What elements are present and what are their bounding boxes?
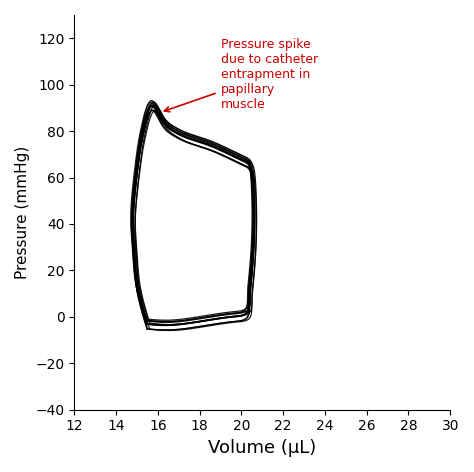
Y-axis label: Pressure (mmHg): Pressure (mmHg) — [15, 146, 30, 279]
X-axis label: Volume (μL): Volume (μL) — [208, 439, 317, 457]
Text: Pressure spike
due to catheter
entrapment in
papillary
muscle: Pressure spike due to catheter entrapmen… — [164, 38, 318, 112]
